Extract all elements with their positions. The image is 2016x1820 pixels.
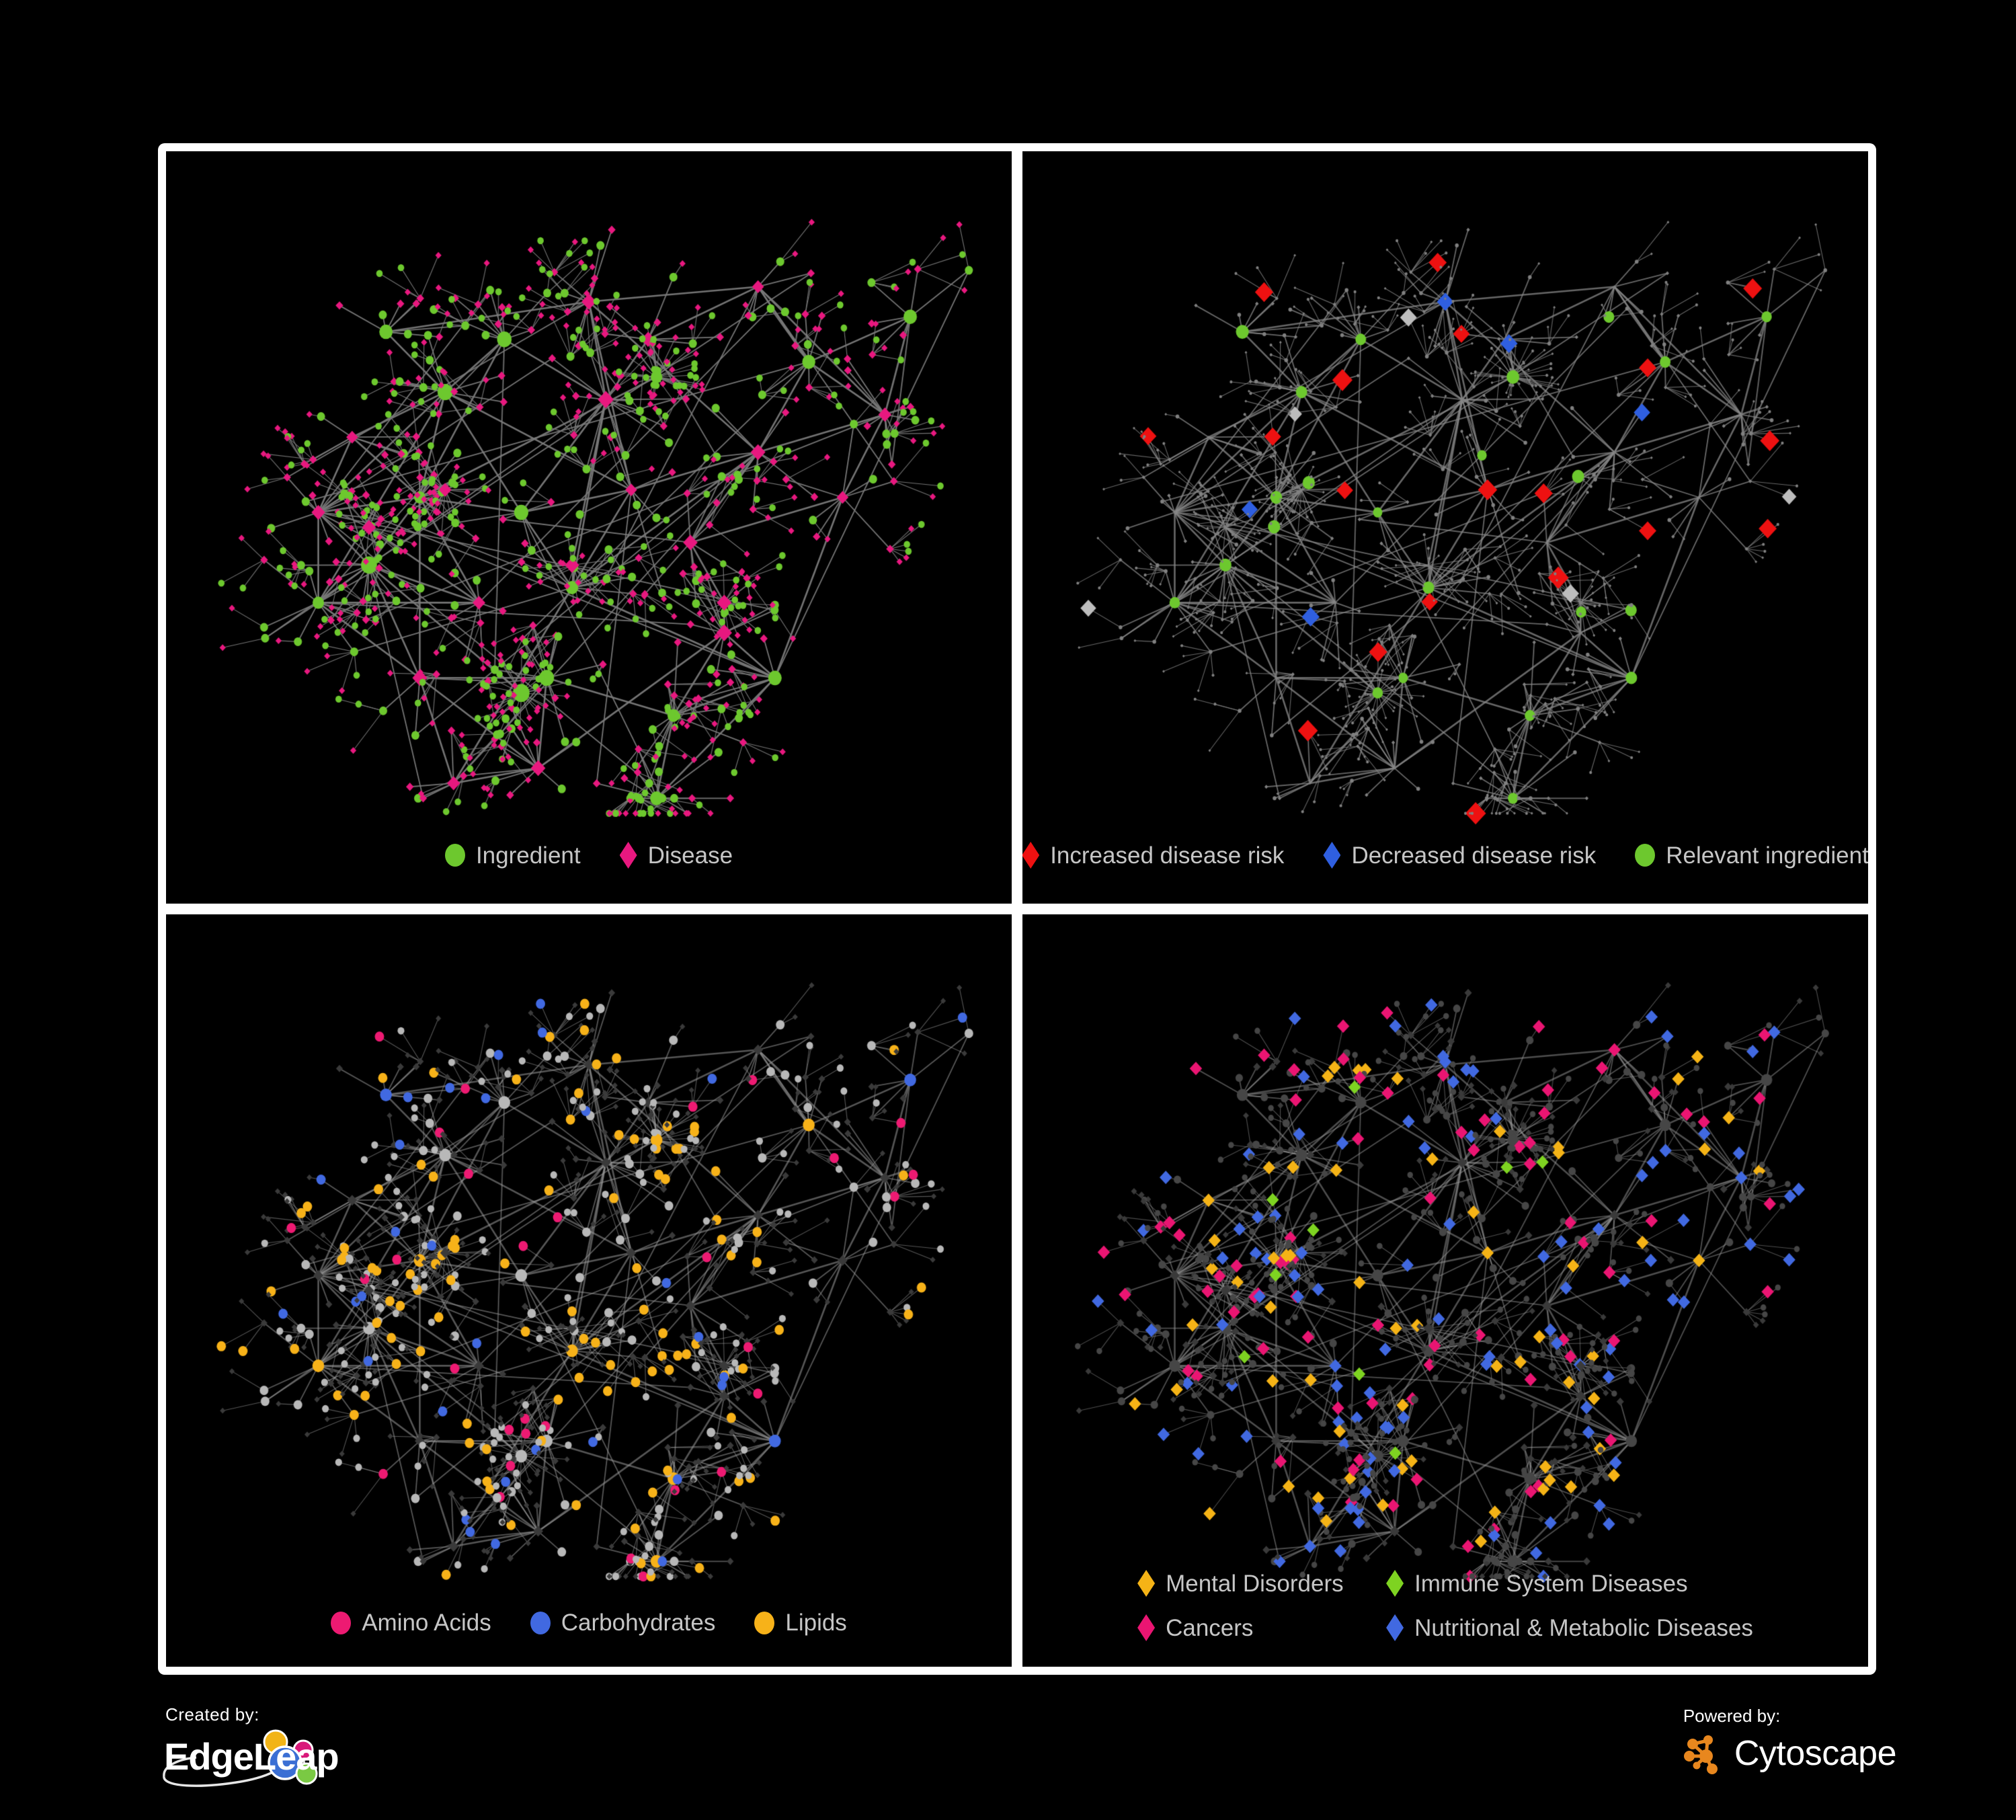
network-canvas-panel-1 bbox=[166, 151, 1012, 904]
network-canvas-panel-3 bbox=[166, 914, 1012, 1667]
panel-grid: Ingredient Disease bbox=[158, 143, 1876, 1675]
panel-ingredient-class[interactable]: Amino Acids Carbohydrates Lipids bbox=[166, 914, 1012, 1667]
edgeleap-wordmark: EdgeLeap bbox=[164, 1735, 339, 1778]
edgeleap-branding[interactable]: Created by: EdgeLeap bbox=[160, 1704, 348, 1790]
network-canvas-panel-2 bbox=[1022, 151, 1868, 904]
network-canvas-panel-4 bbox=[1022, 914, 1868, 1667]
panel-disease-class[interactable]: Mental Disorders Immune System Diseases … bbox=[1022, 914, 1868, 1667]
cytoscape-wordmark: Cytoscape bbox=[1734, 1734, 1897, 1773]
cytoscape-branding[interactable]: Powered by: bbox=[1679, 1706, 1897, 1778]
footer: Created by: EdgeLeap Powered by: bbox=[0, 1675, 2016, 1820]
edgeleap-graph-icon bbox=[163, 1729, 318, 1787]
edgeleap-logo: EdgeLeap bbox=[160, 1728, 348, 1790]
cytoscape-graph-icon bbox=[1683, 1735, 1718, 1774]
powered-by-label: Powered by: bbox=[1683, 1706, 1781, 1726]
panel-ingredient-disease[interactable]: Ingredient Disease bbox=[166, 151, 1012, 904]
panel-disease-risk[interactable]: Increased disease risk Decreased disease… bbox=[1022, 151, 1868, 904]
created-by-label: Created by: bbox=[165, 1704, 259, 1725]
